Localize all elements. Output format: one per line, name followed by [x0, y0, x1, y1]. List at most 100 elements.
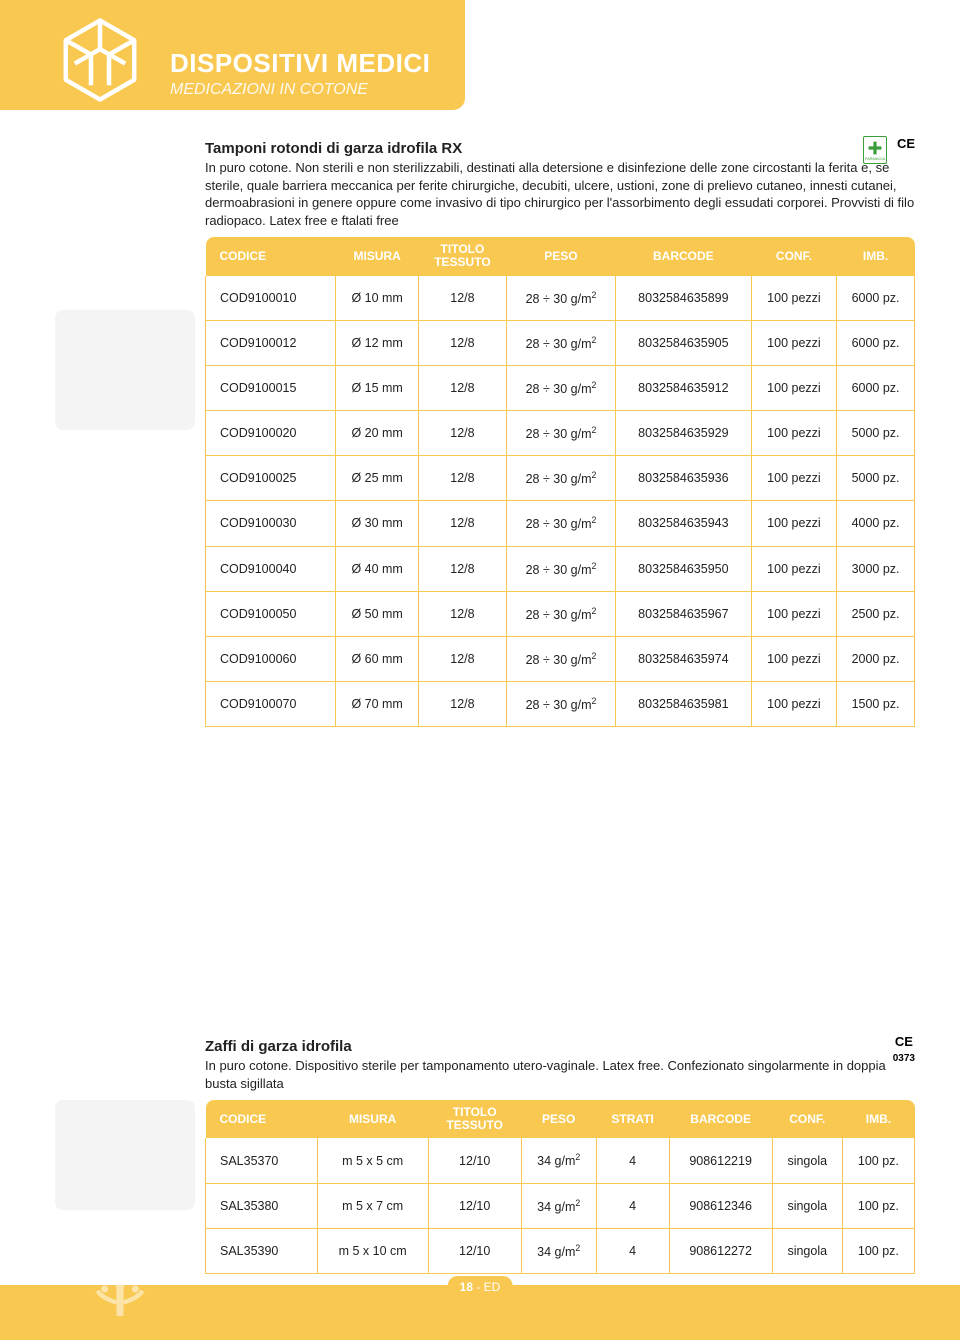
table-cell: 12/8 — [418, 276, 506, 321]
table-cell: 34 g/m2 — [521, 1138, 596, 1183]
table-cell: 100 pezzi — [751, 546, 836, 591]
table-cell: 12/8 — [418, 636, 506, 681]
table-cell: Ø 40 mm — [336, 546, 419, 591]
product-section-2: CE 0373 Zaffi di garza idrofila In puro … — [205, 1038, 915, 1274]
ce-mark: CE 0373 — [893, 1034, 915, 1064]
table-column-header: PESO — [506, 237, 615, 275]
table-cell: 908612272 — [669, 1228, 772, 1273]
table-row: COD9100030Ø 30 mm12/828 ÷ 30 g/m28032584… — [206, 501, 915, 546]
table-cell: singola — [772, 1183, 842, 1228]
table-cell: 100 pezzi — [751, 411, 836, 456]
table-cell: 6000 pz. — [837, 365, 915, 410]
table-cell: 12/10 — [428, 1228, 521, 1273]
product-image-placeholder — [55, 1100, 195, 1210]
table-row: COD9100060Ø 60 mm12/828 ÷ 30 g/m28032584… — [206, 636, 915, 681]
table-cell: 8032584635981 — [615, 681, 751, 726]
table-cell: m 5 x 5 cm — [317, 1138, 428, 1183]
table-cell: 12/8 — [418, 591, 506, 636]
table-column-header: CONF. — [772, 1100, 842, 1138]
table-cell: 12/8 — [418, 320, 506, 365]
table-cell: 908612346 — [669, 1183, 772, 1228]
table-column-header: BARCODE — [615, 237, 751, 275]
table-cell: Ø 10 mm — [336, 276, 419, 321]
table-row: SAL35390m 5 x 10 cm12/1034 g/m2490861227… — [206, 1228, 915, 1273]
table-cell: 100 pezzi — [751, 636, 836, 681]
table-cell: m 5 x 10 cm — [317, 1228, 428, 1273]
table-column-header: TITOLOTESSUTO — [418, 237, 506, 275]
table-cell: 100 pezzi — [751, 320, 836, 365]
table-cell: 6000 pz. — [837, 276, 915, 321]
table-cell: SAL35390 — [206, 1228, 318, 1273]
table-cell: singola — [772, 1138, 842, 1183]
table-cell: 8032584635929 — [615, 411, 751, 456]
table-cell: 8032584635899 — [615, 276, 751, 321]
table-cell: SAL35380 — [206, 1183, 318, 1228]
table-cell: 100 pz. — [842, 1183, 914, 1228]
table-cell: COD9100060 — [206, 636, 336, 681]
table-cell: 8032584635974 — [615, 636, 751, 681]
table-cell: 3000 pz. — [837, 546, 915, 591]
product-title: Tamponi rotondi di garza idrofila RX — [205, 140, 915, 157]
table-cell: 8032584635905 — [615, 320, 751, 365]
table-cell: Ø 20 mm — [336, 411, 419, 456]
table-column-header: IMB. — [837, 237, 915, 275]
table-cell: 12/8 — [418, 456, 506, 501]
table-cell: 5000 pz. — [837, 456, 915, 501]
table-cell: 28 ÷ 30 g/m2 — [506, 276, 615, 321]
table-cell: 28 ÷ 30 g/m2 — [506, 636, 615, 681]
table-cell: m 5 x 7 cm — [317, 1183, 428, 1228]
table-cell: 8032584635912 — [615, 365, 751, 410]
table-cell: SAL35370 — [206, 1138, 318, 1183]
table-column-header: BARCODE — [669, 1100, 772, 1138]
table-cell: 8032584635950 — [615, 546, 751, 591]
table-column-header: IMB. — [842, 1100, 914, 1138]
table-row: COD9100010Ø 10 mm12/828 ÷ 30 g/m28032584… — [206, 276, 915, 321]
product-description: In puro cotone. Non sterili e non steril… — [205, 159, 915, 229]
table-cell: Ø 12 mm — [336, 320, 419, 365]
table-cell: COD9100015 — [206, 365, 336, 410]
table-cell: 12/8 — [418, 546, 506, 591]
table-row: COD9100012Ø 12 mm12/828 ÷ 30 g/m28032584… — [206, 320, 915, 365]
footer-tree-icon — [75, 1235, 165, 1330]
table-row: COD9100070Ø 70 mm12/828 ÷ 30 g/m28032584… — [206, 681, 915, 726]
product-image-placeholder — [55, 310, 195, 430]
table-column-header: MISURA — [317, 1100, 428, 1138]
table-cell: singola — [772, 1228, 842, 1273]
table-row: SAL35380m 5 x 7 cm12/1034 g/m24908612346… — [206, 1183, 915, 1228]
table-cell: 12/8 — [418, 411, 506, 456]
table-cell: 34 g/m2 — [521, 1183, 596, 1228]
table-cell: Ø 60 mm — [336, 636, 419, 681]
page-number: 18 - ED — [448, 1276, 513, 1298]
product-table-2: CODICEMISURATITOLOTESSUTOPESOSTRATIBARCO… — [205, 1100, 915, 1274]
table-row: COD9100020Ø 20 mm12/828 ÷ 30 g/m28032584… — [206, 411, 915, 456]
table-cell: COD9100025 — [206, 456, 336, 501]
table-cell: 2000 pz. — [837, 636, 915, 681]
pharmacy-icon: FARMACIA — [863, 136, 887, 164]
table-cell: 5000 pz. — [837, 411, 915, 456]
table-column-header: MISURA — [336, 237, 419, 275]
table-cell: 4 — [596, 1138, 669, 1183]
table-cell: 12/8 — [418, 681, 506, 726]
table-cell: 100 pezzi — [751, 681, 836, 726]
table-cell: 4000 pz. — [837, 501, 915, 546]
table-cell: Ø 70 mm — [336, 681, 419, 726]
product-table-1: CODICEMISURATITOLOTESSUTOPESOBARCODECONF… — [205, 237, 915, 727]
table-cell: 908612219 — [669, 1138, 772, 1183]
table-cell: 28 ÷ 30 g/m2 — [506, 546, 615, 591]
page-title: DISPOSITIVI MEDICI — [170, 48, 430, 79]
table-row: COD9100015Ø 15 mm12/828 ÷ 30 g/m28032584… — [206, 365, 915, 410]
table-row: SAL35370m 5 x 5 cm12/1034 g/m24908612219… — [206, 1138, 915, 1183]
table-cell: Ø 30 mm — [336, 501, 419, 546]
table-cell: 28 ÷ 30 g/m2 — [506, 320, 615, 365]
table-column-header: CONF. — [751, 237, 836, 275]
product-title: Zaffi di garza idrofila — [205, 1038, 915, 1055]
table-row: COD9100040Ø 40 mm12/828 ÷ 30 g/m28032584… — [206, 546, 915, 591]
table-cell: 12/8 — [418, 365, 506, 410]
table-cell: 28 ÷ 30 g/m2 — [506, 501, 615, 546]
table-cell: 28 ÷ 30 g/m2 — [506, 681, 615, 726]
table-cell: 100 pezzi — [751, 456, 836, 501]
table-cell: COD9100020 — [206, 411, 336, 456]
table-cell: 6000 pz. — [837, 320, 915, 365]
table-cell: 12/10 — [428, 1183, 521, 1228]
table-column-header: STRATI — [596, 1100, 669, 1138]
